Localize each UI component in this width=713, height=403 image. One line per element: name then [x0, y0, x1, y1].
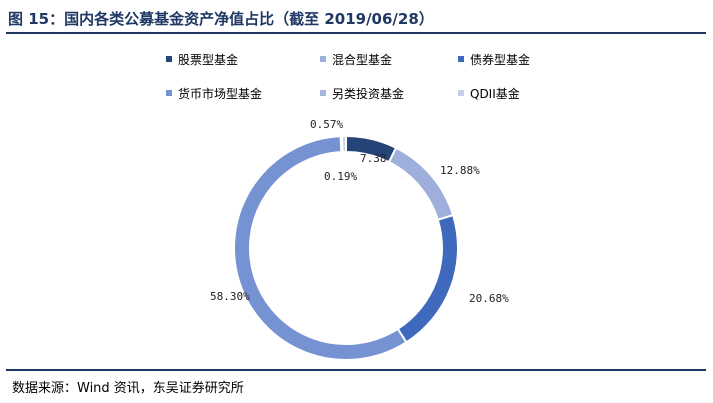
legend-item-money-market: 货币市场型基金: [166, 84, 262, 102]
data-label-stock: 7.38: [360, 152, 387, 165]
donut-slice-bond: [396, 213, 459, 344]
legend-swatch-hybrid: [320, 56, 326, 62]
data-label-money-market: 58.30%: [210, 290, 250, 303]
chart-title: 图 15：国内各类公募基金资产净值占比（截至 2019/06/28）: [8, 10, 434, 28]
legend-label-money-market: 货币市场型基金: [178, 86, 263, 101]
data-label-qdii: 0.57%: [310, 118, 343, 131]
legend-label-stock: 股票型基金: [178, 52, 239, 67]
legend-item-bond: 债券型基金: [458, 50, 530, 68]
data-label-bond: 20.68%: [469, 292, 509, 305]
donut-slice-hybrid: [387, 146, 455, 222]
legend-item-hybrid: 混合型基金: [320, 50, 392, 68]
legend-swatch-bond: [458, 56, 464, 62]
source-note: 数据来源：Wind 资讯，东吴证券研究所: [12, 381, 244, 396]
legend-item-alternative: 另类投资基金: [320, 84, 404, 102]
legend-swatch-alternative: [320, 90, 326, 96]
legend-swatch-stock: [166, 56, 172, 62]
legend-label-bond: 债券型基金: [470, 52, 531, 67]
donut-chart: 7.38 12.88% 20.68% 58.30% 0.19% 0.57%: [210, 118, 509, 361]
donut-data-labels: 7.38 12.88% 20.68% 58.30% 0.19% 0.57%: [210, 118, 509, 305]
legend-label-hybrid: 混合型基金: [332, 52, 393, 67]
legend-swatch-qdii: [458, 90, 464, 96]
donut-slice-qdii: [340, 134, 347, 154]
legend-label-qdii: QDII基金: [470, 86, 520, 101]
title-bar: 图 15：国内各类公募基金资产净值占比（截至 2019/06/28）: [6, 4, 706, 34]
legend-label-alternative: 另类投资基金: [332, 86, 405, 101]
data-label-hybrid: 12.88%: [440, 164, 480, 177]
legend-item-stock: 股票型基金: [166, 50, 238, 68]
legend-swatch-money-market: [166, 90, 172, 96]
footer-rule: [6, 369, 706, 371]
donut-slice-money-market: [233, 135, 408, 361]
data-label-alternative: 0.19%: [324, 170, 357, 183]
legend-item-qdii: QDII基金: [458, 84, 520, 102]
donut-slices: [233, 134, 459, 361]
